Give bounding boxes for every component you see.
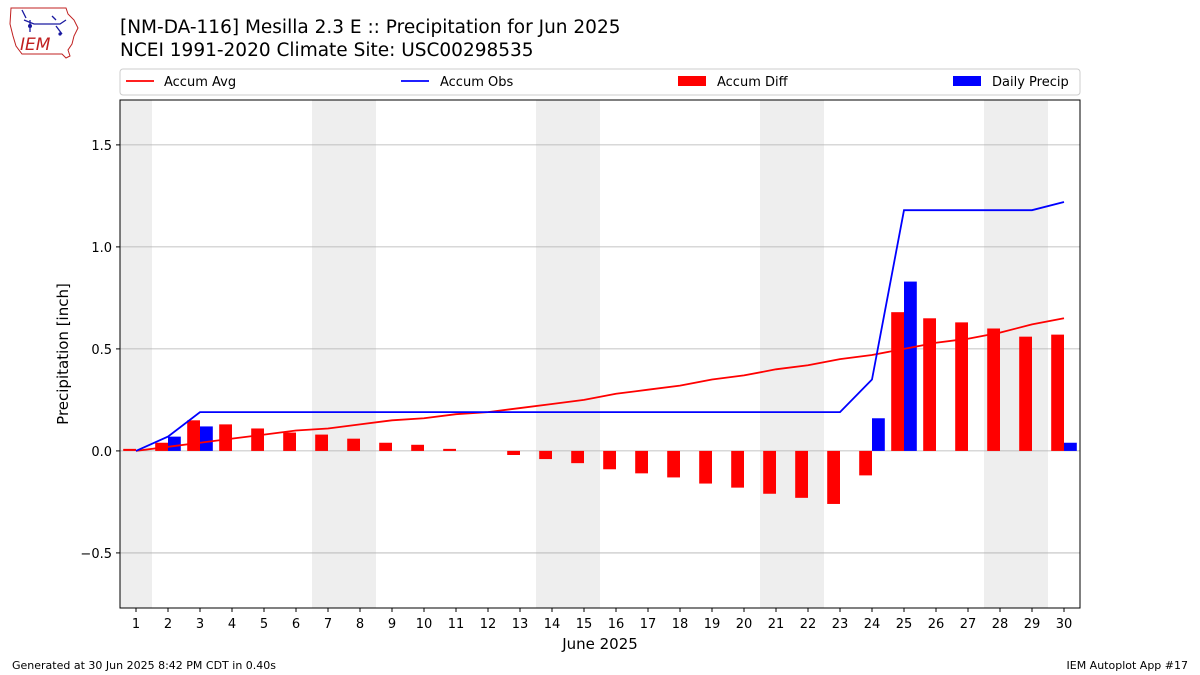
accum-diff-bar: [411, 444, 424, 451]
legend-daily-label: Daily Precip: [992, 75, 1069, 90]
accum-diff-bar: [379, 442, 392, 451]
daily-precip-bar: [168, 436, 181, 451]
accum-diff-bar: [667, 450, 680, 478]
legend-daily-swatch: [953, 76, 981, 86]
y-tick-label: −0.5: [80, 547, 112, 562]
accum-diff-bar: [539, 450, 552, 460]
legend-avg-label: Accum Avg: [164, 75, 236, 90]
accum-diff-bar: [347, 438, 360, 451]
chart-title: [NM-DA-116] Mesilla 2.3 E :: Precipitati…: [120, 17, 621, 38]
x-tick-label: 18: [672, 617, 689, 632]
accum-diff-bar: [443, 448, 456, 451]
accum-diff-bar: [827, 450, 840, 504]
logo-text: IEM: [20, 35, 51, 55]
legend-diff-swatch: [678, 76, 706, 86]
x-tick-label: 30: [1056, 617, 1073, 632]
x-tick-label: 20: [736, 617, 753, 632]
x-tick-label: 9: [388, 617, 396, 632]
daily-precip-bar: [904, 281, 917, 451]
accum-diff-bar: [1051, 334, 1064, 451]
x-tick-label: 22: [800, 617, 817, 632]
daily-precip-bar: [200, 426, 213, 451]
y-tick-label: 0.0: [91, 445, 112, 460]
daily-precip-bar: [872, 418, 885, 451]
x-tick-label: 3: [196, 617, 204, 632]
legend: Accum Avg Accum Obs Accum Diff Daily Pre…: [119, 68, 1081, 96]
x-tick-label: 4: [228, 617, 236, 632]
accum-diff-bar: [315, 434, 328, 451]
accum-diff-bar: [251, 428, 264, 451]
x-tick-label: 1: [132, 617, 140, 632]
accum-obs-line: [135, 201, 1065, 452]
x-tick-label: 26: [928, 617, 945, 632]
x-tick-label: 2: [164, 617, 172, 632]
y-tick-label: 1.5: [91, 139, 112, 154]
x-tick-label: 24: [864, 617, 881, 632]
weekend-shade: [536, 100, 600, 608]
weekend-shade: [120, 100, 152, 608]
legend-diff-label: Accum Diff: [717, 75, 789, 90]
iem-logo: IEM: [9, 7, 79, 59]
x-tick-label: 21: [768, 617, 785, 632]
y-tick-label: 1.0: [91, 241, 112, 256]
accum-diff-bar: [635, 450, 648, 474]
accum-diff-bar: [987, 328, 1000, 451]
x-tick-label: 13: [512, 617, 529, 632]
legend-obs-label: Accum Obs: [440, 75, 513, 90]
y-axis-label: Precipitation [inch]: [54, 283, 72, 425]
accum-diff-bar: [187, 420, 200, 451]
x-tick-label: 11: [448, 617, 465, 632]
accum-diff-bar: [923, 318, 936, 451]
accum-diff-bar: [123, 448, 136, 451]
accum-avg-line: [135, 317, 1065, 452]
x-tick-label: 10: [416, 617, 433, 632]
generated-timestamp: Generated at 30 Jun 2025 8:42 PM CDT in …: [12, 659, 277, 672]
x-tick-label: 14: [544, 617, 561, 632]
accum-diff-bar: [763, 450, 776, 494]
accum-diff-bar: [219, 424, 232, 451]
accum-diff-bar: [955, 322, 968, 451]
accum-diff-bar: [731, 450, 744, 488]
x-tick-label: 16: [608, 617, 625, 632]
chart-subtitle: NCEI 1991-2020 Climate Site: USC00298535: [120, 40, 534, 61]
x-tick-label: 29: [1024, 617, 1041, 632]
x-tick-label: 17: [640, 617, 657, 632]
y-tick-label: 0.5: [91, 343, 112, 358]
x-tick-label: 27: [960, 617, 977, 632]
accum-diff-bar: [507, 450, 520, 455]
x-tick-label: 28: [992, 617, 1009, 632]
weekend-shade: [760, 100, 824, 608]
accum-diff-bar: [603, 450, 616, 470]
accum-diff-bar: [795, 450, 808, 498]
x-tick-label: 7: [324, 617, 332, 632]
x-tick-label: 5: [260, 617, 268, 632]
accum-diff-bar: [891, 312, 904, 451]
x-tick-label: 23: [832, 617, 849, 632]
x-tick-label: 19: [704, 617, 721, 632]
daily-precip-bar: [1064, 442, 1077, 451]
accum-diff-bar: [699, 450, 712, 484]
accum-diff-bar: [859, 450, 872, 476]
accum-diff-bar: [1019, 336, 1032, 451]
weekend-shade: [312, 100, 376, 608]
x-tick-label: 12: [480, 617, 497, 632]
x-tick-label: 25: [896, 617, 913, 632]
x-tick-label: 15: [576, 617, 593, 632]
x-axis-label: June 2025: [561, 635, 638, 653]
accum-diff-bar: [571, 450, 584, 464]
app-credit: IEM Autoplot App #17: [1066, 659, 1189, 672]
plot-frame: [119, 99, 1081, 609]
x-tick-label: 8: [356, 617, 364, 632]
accum-diff-bar: [283, 432, 296, 451]
x-tick-label: 6: [292, 617, 300, 632]
